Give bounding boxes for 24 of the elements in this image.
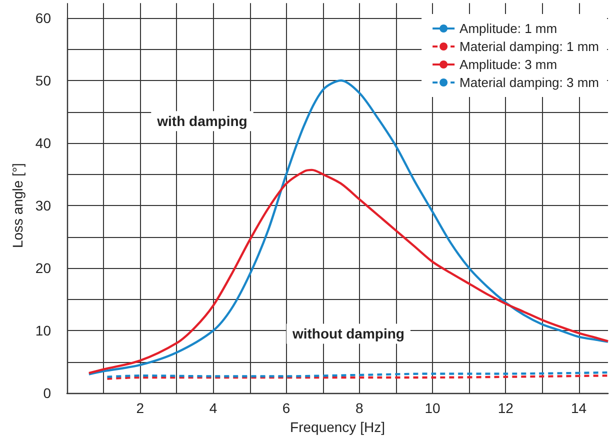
legend-label: Material damping: 3 mm (460, 75, 600, 90)
y-tick-label: 50 (35, 72, 52, 89)
y-tick-label: 30 (35, 198, 52, 214)
x-tick-label: 14 (570, 400, 587, 416)
annotation: without damping (291, 326, 404, 342)
y-tick-label: 10 (35, 322, 52, 339)
x-tick-label: 6 (282, 400, 290, 416)
legend-label: Amplitude: 1 mm (460, 21, 558, 36)
y-tick-label: 40 (35, 135, 52, 152)
line-series (88, 168, 609, 374)
x-tick-label: 12 (498, 400, 514, 416)
x-tick-label: 10 (424, 400, 441, 416)
x-tick-label: 8 (356, 400, 364, 416)
x-axis-title: Frequency [Hz] (290, 419, 385, 435)
x-tick-label: 2 (136, 400, 144, 416)
y-axis-title: Loss angle [°] (10, 163, 26, 248)
y-tick-label: 0 (43, 385, 52, 402)
legend-label: Amplitude: 3 mm (460, 57, 558, 72)
legend-label: Material damping: 1 mm (460, 39, 600, 54)
line-series (88, 79, 609, 376)
y-tick-label: 20 (35, 260, 52, 276)
x-tick-label: 4 (209, 400, 218, 416)
y-tick-label: 60 (35, 10, 52, 26)
annotation: with damping (156, 113, 248, 130)
